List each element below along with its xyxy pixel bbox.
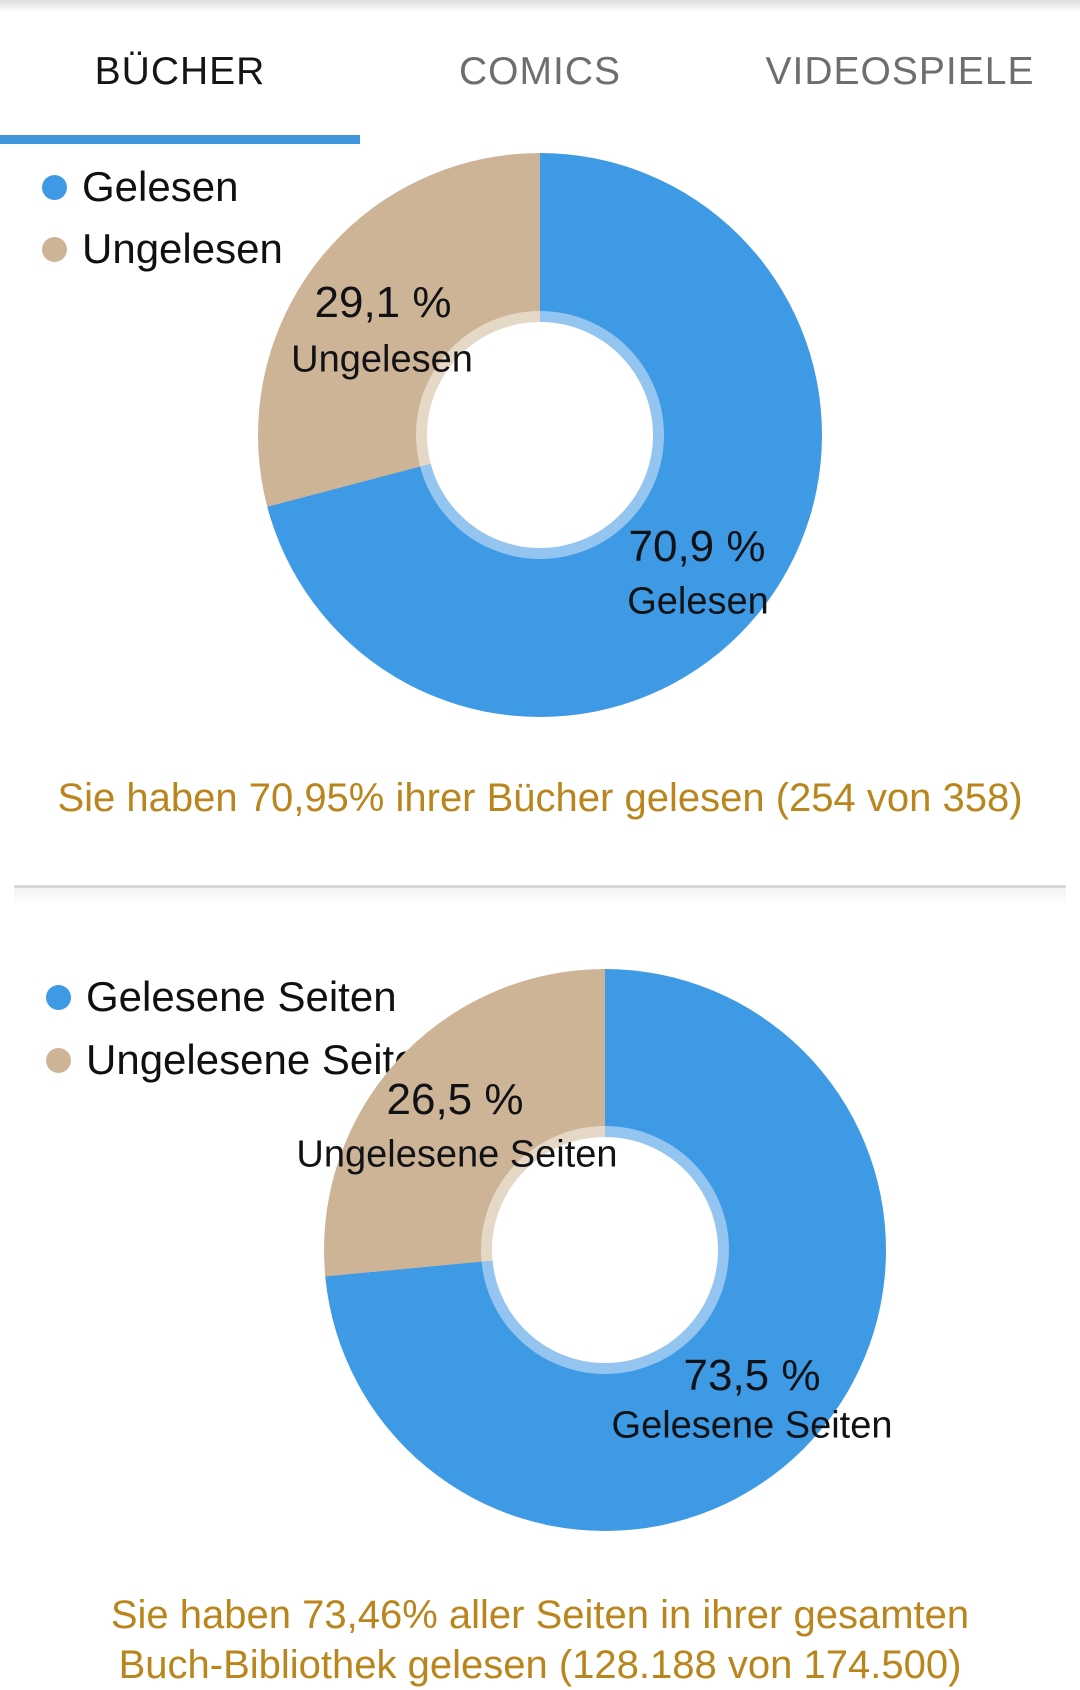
slice-pct-ungelesen: 29,1 % xyxy=(314,278,452,327)
legend-dot-ungelesene-seiten-icon xyxy=(46,1047,71,1073)
tab-bar: BÜCHER COMICS VIDEOSPIELE xyxy=(0,0,1080,144)
legend-label-gelesene-seiten: Gelesene Seiten xyxy=(86,973,397,1020)
legend-label-gelesen: Gelesen xyxy=(82,163,239,210)
active-tab-indicator xyxy=(0,135,360,144)
legend-label-ungelesen: Ungelesen xyxy=(82,225,283,272)
tab-comics[interactable]: COMICS xyxy=(459,50,621,93)
pages-summary-text: Sie haben 73,46% aller Seiten in ihrer g… xyxy=(0,1590,1080,1690)
tab-buecher[interactable]: BÜCHER xyxy=(94,50,266,93)
slice-name-ungelesen: Ungelesen xyxy=(291,338,473,381)
slice-name-gelesene-seiten: Gelesene Seiten xyxy=(611,1404,893,1447)
slice-pct-ungelesene-seiten: 26,5 % xyxy=(386,1075,524,1124)
section-divider xyxy=(14,885,1066,904)
donut-hole xyxy=(492,1137,718,1363)
tab-videospiele[interactable]: VIDEOSPIELE xyxy=(765,50,1035,93)
books-summary-line: Sie haben 70,95% ihrer Bücher gelesen (2… xyxy=(57,776,1023,820)
legend-dot-gelesen-icon xyxy=(42,174,67,200)
legend-item-ungelesene-seiten: Ungelesene Seiten xyxy=(46,1032,441,1088)
pages-summary-line-2: Buch-Bibliothek gelesen (128.188 von 174… xyxy=(118,1643,962,1687)
slice-name-ungelesene-seiten: Ungelesene Seiten xyxy=(296,1133,618,1176)
pages-summary-line-1: Sie haben 73,46% aller Seiten in ihrer g… xyxy=(110,1593,970,1637)
legend-dot-ungelesen-icon xyxy=(42,236,67,262)
slice-name-gelesen: Gelesen xyxy=(627,580,769,623)
books-summary-text: Sie haben 70,95% ihrer Bücher gelesen (2… xyxy=(0,773,1080,823)
books-donut-chart[interactable]: 29,1 % Ungelesen 70,9 % Gelesen xyxy=(258,153,822,717)
legend-label-ungelesene-seiten: Ungelesene Seiten xyxy=(86,1036,441,1083)
legend-item-ungelesen: Ungelesen xyxy=(42,221,283,277)
slice-pct-gelesen: 70,9 % xyxy=(628,522,766,571)
legend-item-gelesen: Gelesen xyxy=(42,159,238,215)
donut-hole xyxy=(427,322,653,548)
legend-dot-gelesene-seiten-icon xyxy=(46,984,71,1010)
slice-pct-gelesene-seiten: 73,5 % xyxy=(683,1351,821,1400)
legend-item-gelesene-seiten: Gelesene Seiten xyxy=(46,969,397,1025)
pages-donut-chart[interactable]: 26,5 % Ungelesene Seiten 73,5 % Gelesene… xyxy=(296,969,892,1531)
